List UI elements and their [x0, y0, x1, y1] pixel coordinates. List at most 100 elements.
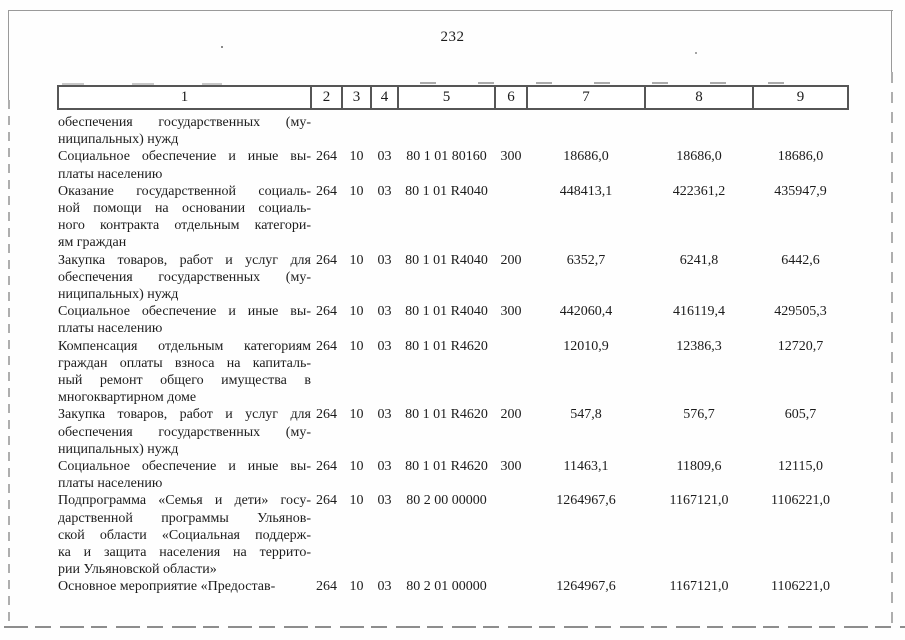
- column-header: 7: [526, 85, 646, 110]
- row-cell: [398, 109, 495, 148]
- row-cell: 10: [349, 252, 364, 268]
- row-cell: 6442,6: [781, 252, 820, 268]
- row-name: Оказание государственной социаль-ной пом…: [58, 183, 311, 251]
- table-row: обеспечения государственных (му-ниципаль…: [58, 109, 848, 148]
- row-cell: 1106221,0: [771, 493, 830, 509]
- table-row: Социальное обеспечение и иные вы-платы н…: [58, 458, 848, 492]
- page-border-right: [891, 10, 892, 72]
- row-cell: 10: [349, 338, 364, 354]
- column-header: 4: [370, 85, 399, 110]
- row-cell: 80 1 01 R4040: [405, 183, 488, 199]
- row-cell: 03: [377, 493, 392, 509]
- column-header: 2: [310, 85, 343, 110]
- row-cell: 429505,3: [774, 304, 827, 320]
- row-cell: 442060,4: [559, 304, 613, 320]
- row-cell: 200: [500, 407, 522, 423]
- column-header: 8: [644, 85, 754, 110]
- row-cell: 6352,7: [566, 252, 606, 268]
- row-cell: [342, 109, 371, 148]
- row-cell: 80 1 01 R4040: [405, 252, 488, 268]
- table-row: Компенсация отдельным категориям граждан …: [58, 338, 848, 407]
- page-border-right-dashed: [891, 72, 893, 628]
- column-header: 5: [397, 85, 496, 110]
- row-cell: 80 1 01 R4620: [405, 338, 488, 354]
- column-header: 1: [57, 85, 312, 110]
- row-name: Социальное обеспечение и иные вы-платы н…: [58, 459, 311, 492]
- row-cell: 300: [500, 459, 522, 475]
- row-name: Основное мероприятие «Предостав-: [58, 579, 276, 595]
- row-name: Подпрограмма «Семья и дети» госу-дарстве…: [58, 493, 311, 578]
- row-cell: 10: [349, 459, 364, 475]
- row-cell: 10: [349, 149, 364, 165]
- row-cell: 18686,0: [777, 149, 824, 165]
- table-row: Основное мероприятие «Предостав- 264 10 03 8…: [58, 578, 848, 595]
- row-cell: 03: [377, 338, 392, 354]
- table-row: Закупка товаров, работ и услуг для обеспе…: [58, 252, 848, 304]
- row-cell: [371, 109, 398, 148]
- row-cell: [645, 109, 753, 148]
- table-body: обеспечения государственных (му-ниципаль…: [58, 109, 848, 596]
- row-cell: 1264967,6: [556, 493, 616, 509]
- table-row: Социальное обеспечение и иные вы-платы н…: [58, 303, 848, 337]
- row-cell: 10: [349, 183, 364, 199]
- page-border-top: [8, 10, 893, 11]
- row-cell: 200: [500, 252, 522, 268]
- row-cell: 03: [377, 407, 392, 423]
- row-cell: 435947,9: [774, 183, 827, 199]
- row-name: Компенсация отдельным категориям граждан …: [58, 338, 311, 406]
- row-cell: 448413,1: [559, 183, 613, 199]
- page-number: 232: [440, 29, 465, 45]
- scan-artifact: [221, 46, 223, 48]
- row-cell: 80 1 01 R4040: [405, 304, 488, 320]
- scan-artifact: [420, 82, 790, 84]
- row-cell: 03: [377, 304, 392, 320]
- column-header: 9: [752, 85, 849, 110]
- row-cell: 80 1 01 R4620: [405, 407, 488, 423]
- row-cell: 10: [349, 407, 364, 423]
- row-cell: [495, 492, 527, 578]
- row-cell: [753, 109, 848, 148]
- row-cell: 605,7: [784, 407, 817, 423]
- row-cell: 18686,0: [676, 149, 722, 165]
- row-cell: 300: [500, 304, 522, 320]
- row-cell: 11809,6: [676, 459, 722, 475]
- row-cell: 03: [377, 459, 392, 475]
- page-border-left: [8, 10, 9, 100]
- row-cell: [495, 109, 527, 148]
- table-row: Социальное обеспечение и иные вы-платы н…: [58, 148, 848, 182]
- row-cell: 18686,0: [563, 149, 609, 165]
- row-cell: 1264967,6: [556, 579, 616, 595]
- row-cell: 6241,8: [679, 252, 719, 268]
- row-cell: 03: [377, 149, 392, 165]
- row-cell: 422361,2: [672, 183, 726, 199]
- row-cell: 80 2 01 00000: [406, 579, 487, 595]
- row-cell: 264: [316, 579, 337, 595]
- row-cell: 80 1 01 80160: [406, 149, 487, 165]
- row-cell: 10: [349, 579, 364, 595]
- table-row: Оказание государственной социаль-ной пом…: [58, 183, 848, 252]
- row-name: Закупка товаров, работ и услуг для обеспе…: [58, 252, 311, 303]
- row-cell: 264: [316, 493, 337, 509]
- row-cell: [527, 109, 645, 148]
- column-header: 6: [494, 85, 528, 110]
- row-cell: 10: [349, 304, 364, 320]
- row-cell: 264: [316, 149, 337, 165]
- scan-artifact: [62, 83, 222, 85]
- row-cell: 80 2 00 00000: [406, 493, 487, 509]
- column-header: 3: [341, 85, 372, 110]
- row-name: Социальное обеспечение и иные вы-платы н…: [58, 304, 311, 337]
- row-cell: 1167121,0: [669, 579, 729, 595]
- row-cell: 300: [500, 149, 522, 165]
- row-cell: 264: [316, 183, 337, 199]
- row-cell: [495, 578, 527, 595]
- row-cell: 264: [316, 338, 337, 354]
- row-cell: 1167121,0: [669, 493, 729, 509]
- table-row: Подпрограмма «Семья и дети» госу-дарстве…: [58, 492, 848, 578]
- row-cell: 264: [316, 459, 337, 475]
- scan-artifact: [695, 52, 697, 54]
- row-cell: 547,8: [570, 407, 602, 423]
- row-name: обеспечения государственных (му-ниципаль…: [58, 115, 311, 148]
- row-cell: 416119,4: [673, 304, 725, 320]
- row-cell: 11463,1: [563, 459, 609, 475]
